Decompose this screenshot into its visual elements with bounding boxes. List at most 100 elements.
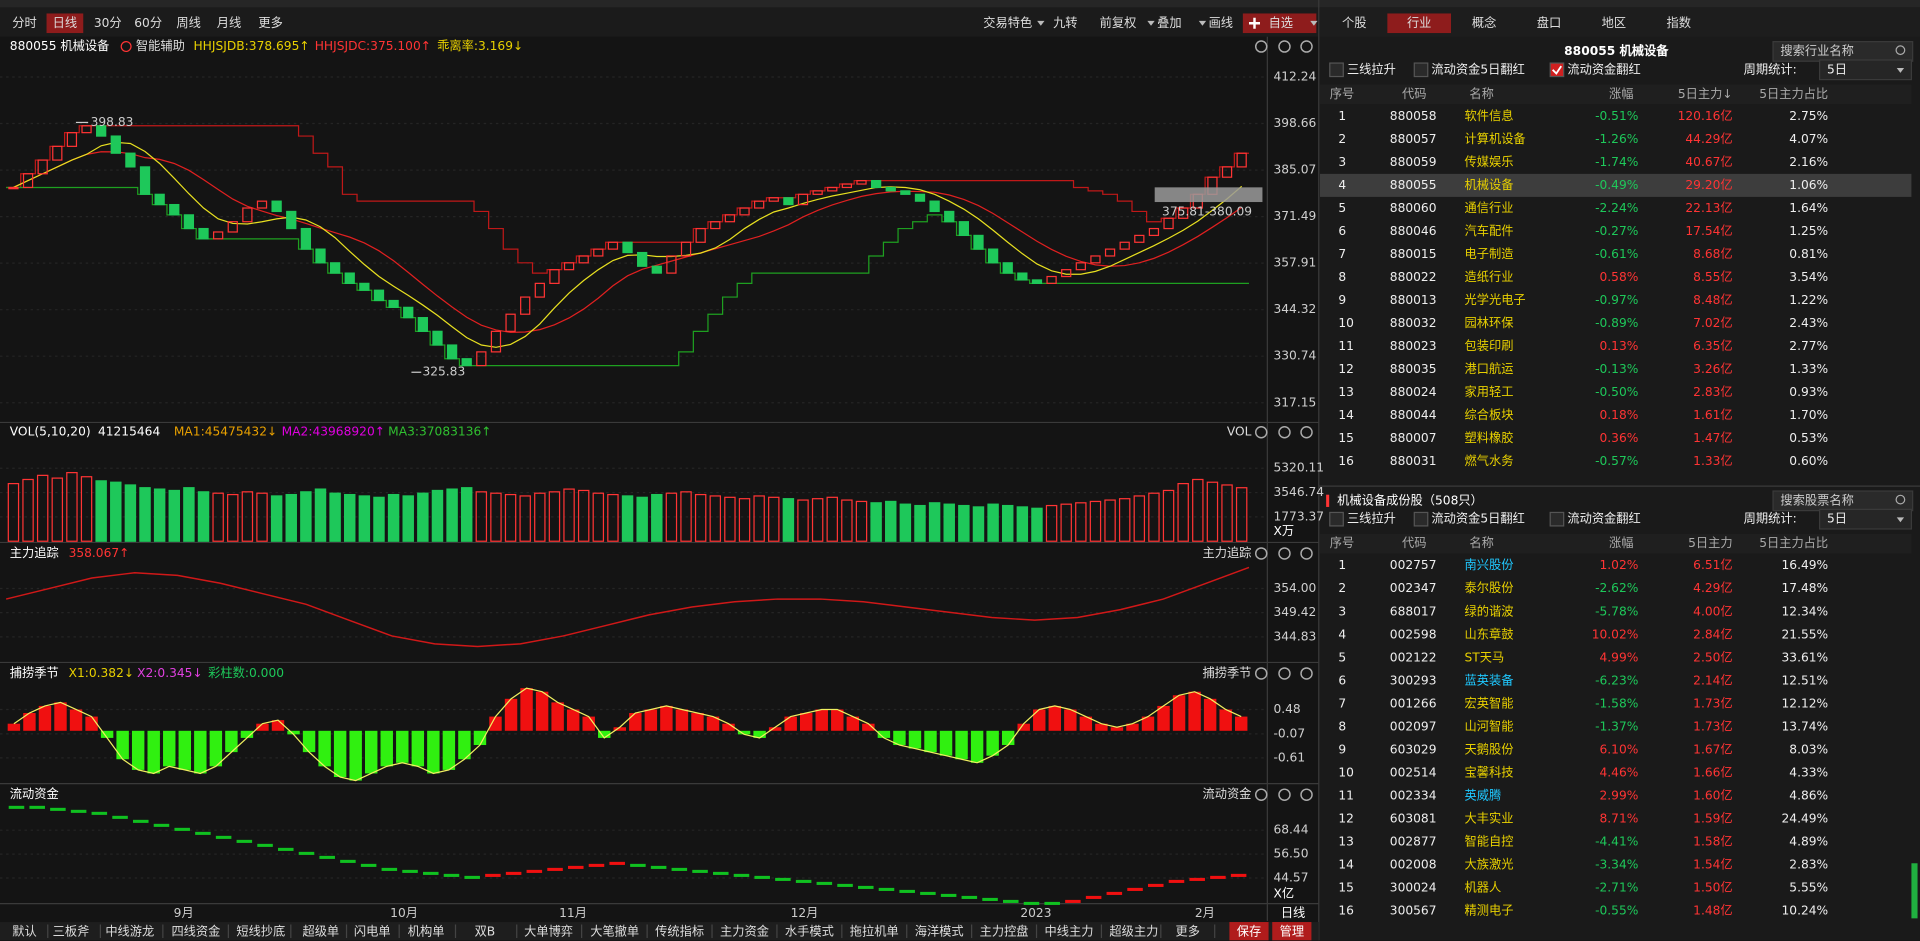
bottom-tab[interactable]: 海洋模式	[915, 923, 964, 938]
filter-label[interactable]: 流动资金翻红	[1567, 511, 1640, 526]
checkbox[interactable]	[1413, 62, 1429, 78]
bottom-tab[interactable]: 三板斧	[53, 924, 90, 938]
table-cell: 1.58亿	[1693, 833, 1732, 848]
sector-tab[interactable]: 盘口	[1537, 15, 1561, 30]
sector-tab[interactable]: 指数	[1667, 15, 1691, 30]
tool-button[interactable]: 交易特色	[983, 15, 1032, 30]
table-cell: 1	[1338, 558, 1346, 572]
column-header[interactable]: 涨幅	[1609, 86, 1633, 101]
period-tab[interactable]: 月线	[217, 16, 241, 30]
filter-label[interactable]: 三线拉升	[1347, 511, 1396, 526]
bottom-tab[interactable]: 超级主力	[1109, 923, 1158, 938]
scrollbar[interactable]	[1911, 863, 1918, 919]
bottom-tab[interactable]: 大单博弈	[524, 923, 573, 938]
filter-label[interactable]: 流动资金翻红	[1567, 61, 1640, 76]
candle	[637, 251, 648, 267]
bottom-tab[interactable]: 水手模式	[785, 924, 834, 938]
period-select[interactable]	[1818, 59, 1913, 81]
bottom-tab[interactable]: 超级单	[302, 923, 339, 938]
top-strip	[0, 0, 1920, 8]
table-row[interactable]	[1320, 173, 1912, 197]
panel-icon[interactable]	[1278, 40, 1291, 53]
checkbox[interactable]	[1329, 511, 1344, 527]
sector-tab[interactable]: 个股	[1342, 16, 1366, 30]
period-tab[interactable]: 60分	[134, 16, 162, 30]
table-cell: 002514	[1390, 765, 1437, 779]
table-cell: 002097	[1390, 719, 1437, 733]
tool-button[interactable]: 画线	[1209, 16, 1233, 30]
flow-mark	[837, 883, 853, 887]
sector-tab[interactable]: 概念	[1472, 15, 1496, 30]
panel-icon[interactable]	[1254, 788, 1268, 801]
action-button-bg	[1229, 922, 1269, 941]
action-button[interactable]: 管理	[1280, 923, 1304, 938]
bottom-tab[interactable]: 短线抄底	[236, 923, 285, 938]
column-header[interactable]: 5日主力占比	[1759, 535, 1828, 550]
season-bar	[380, 730, 393, 767]
season-bar	[100, 730, 114, 738]
volume-bar	[1045, 504, 1058, 542]
table-cell: 1.60亿	[1693, 787, 1732, 802]
bottom-tab[interactable]: 中线游龙	[105, 923, 154, 938]
panel-icon[interactable]	[1278, 426, 1291, 439]
sector-tab[interactable]: 行业	[1407, 16, 1431, 30]
season-bar	[1172, 695, 1186, 731]
tool-button[interactable]: 前复权	[1100, 15, 1137, 30]
panel-icon[interactable]	[1278, 547, 1291, 560]
period-tab[interactable]: 周线	[176, 16, 200, 30]
bottom-tab[interactable]: 默认	[12, 923, 36, 938]
period-tab[interactable]: 30分	[94, 16, 122, 30]
filter-label[interactable]: 流动资金5日翻红	[1431, 511, 1524, 526]
table-cell: 6.51亿	[1693, 557, 1732, 572]
period-tab[interactable]: 分时	[12, 16, 36, 30]
bottom-tab[interactable]: 主力控盘	[980, 923, 1029, 938]
bottom-tab[interactable]: 更多	[1176, 924, 1200, 938]
column-header[interactable]: 涨幅	[1609, 535, 1633, 550]
bottom-tab[interactable]: 主力资金	[720, 923, 769, 938]
filter-label[interactable]: 三线拉升	[1347, 61, 1396, 76]
bottom-tab[interactable]: 传统指标	[655, 923, 704, 938]
panel-icon[interactable]	[1300, 547, 1313, 560]
column-header[interactable]: 5日主力↓	[1678, 87, 1733, 101]
bottom-tab[interactable]: 拖拉机单	[850, 923, 899, 938]
checkbox[interactable]	[1329, 62, 1344, 78]
panel-icon[interactable]	[1278, 667, 1291, 680]
filter-label[interactable]: 流动资金5日翻红	[1431, 61, 1524, 76]
bottom-tab[interactable]: 双B	[475, 924, 496, 938]
panel-icon[interactable]	[1254, 667, 1268, 680]
panel-icon[interactable]	[1300, 667, 1313, 680]
period-tab[interactable]: 更多	[258, 16, 282, 30]
bottom-tab[interactable]: 机构单	[408, 923, 445, 938]
checkbox[interactable]	[1413, 511, 1429, 527]
checkbox[interactable]	[1549, 511, 1565, 527]
action-button-bg	[1272, 922, 1312, 941]
bottom-tab[interactable]: 四线资金	[171, 923, 220, 938]
table-cell: 软件信息	[1464, 108, 1513, 123]
assist-label[interactable]: 智能辅助	[136, 38, 185, 53]
bottom-tab[interactable]: 闪电单	[354, 924, 391, 938]
period-select[interactable]	[1818, 508, 1913, 530]
tool-button[interactable]: 叠加	[1157, 16, 1181, 30]
column-header[interactable]: 5日主力	[1688, 536, 1733, 550]
panel-icon[interactable]	[1254, 40, 1268, 53]
table-cell: 002334	[1390, 788, 1437, 802]
sector-tab[interactable]: 地区	[1602, 16, 1626, 30]
column-header[interactable]: 5日主力占比	[1759, 86, 1828, 101]
assist-icon[interactable]	[120, 41, 132, 53]
panel-icon[interactable]	[1254, 426, 1268, 439]
volume-bar	[1221, 484, 1233, 542]
table-cell: 10.02%	[1592, 627, 1639, 641]
panel-icon[interactable]	[1300, 788, 1313, 801]
panel-icon[interactable]	[1254, 547, 1268, 560]
checkbox[interactable]	[1549, 62, 1565, 78]
panel-icon[interactable]	[1278, 788, 1291, 801]
bottom-tab[interactable]: 中线主力	[1045, 923, 1094, 938]
candle	[900, 190, 911, 195]
tool-button[interactable]: 自选	[1269, 16, 1293, 30]
panel-icon[interactable]	[1300, 40, 1313, 53]
action-button[interactable]: 保存	[1237, 924, 1261, 938]
tool-button[interactable]: 九转	[1053, 15, 1077, 30]
panel-icon[interactable]	[1300, 426, 1313, 439]
period-tab[interactable]: 日线	[53, 16, 77, 30]
bottom-tab[interactable]: 大笔撤单	[590, 923, 639, 938]
